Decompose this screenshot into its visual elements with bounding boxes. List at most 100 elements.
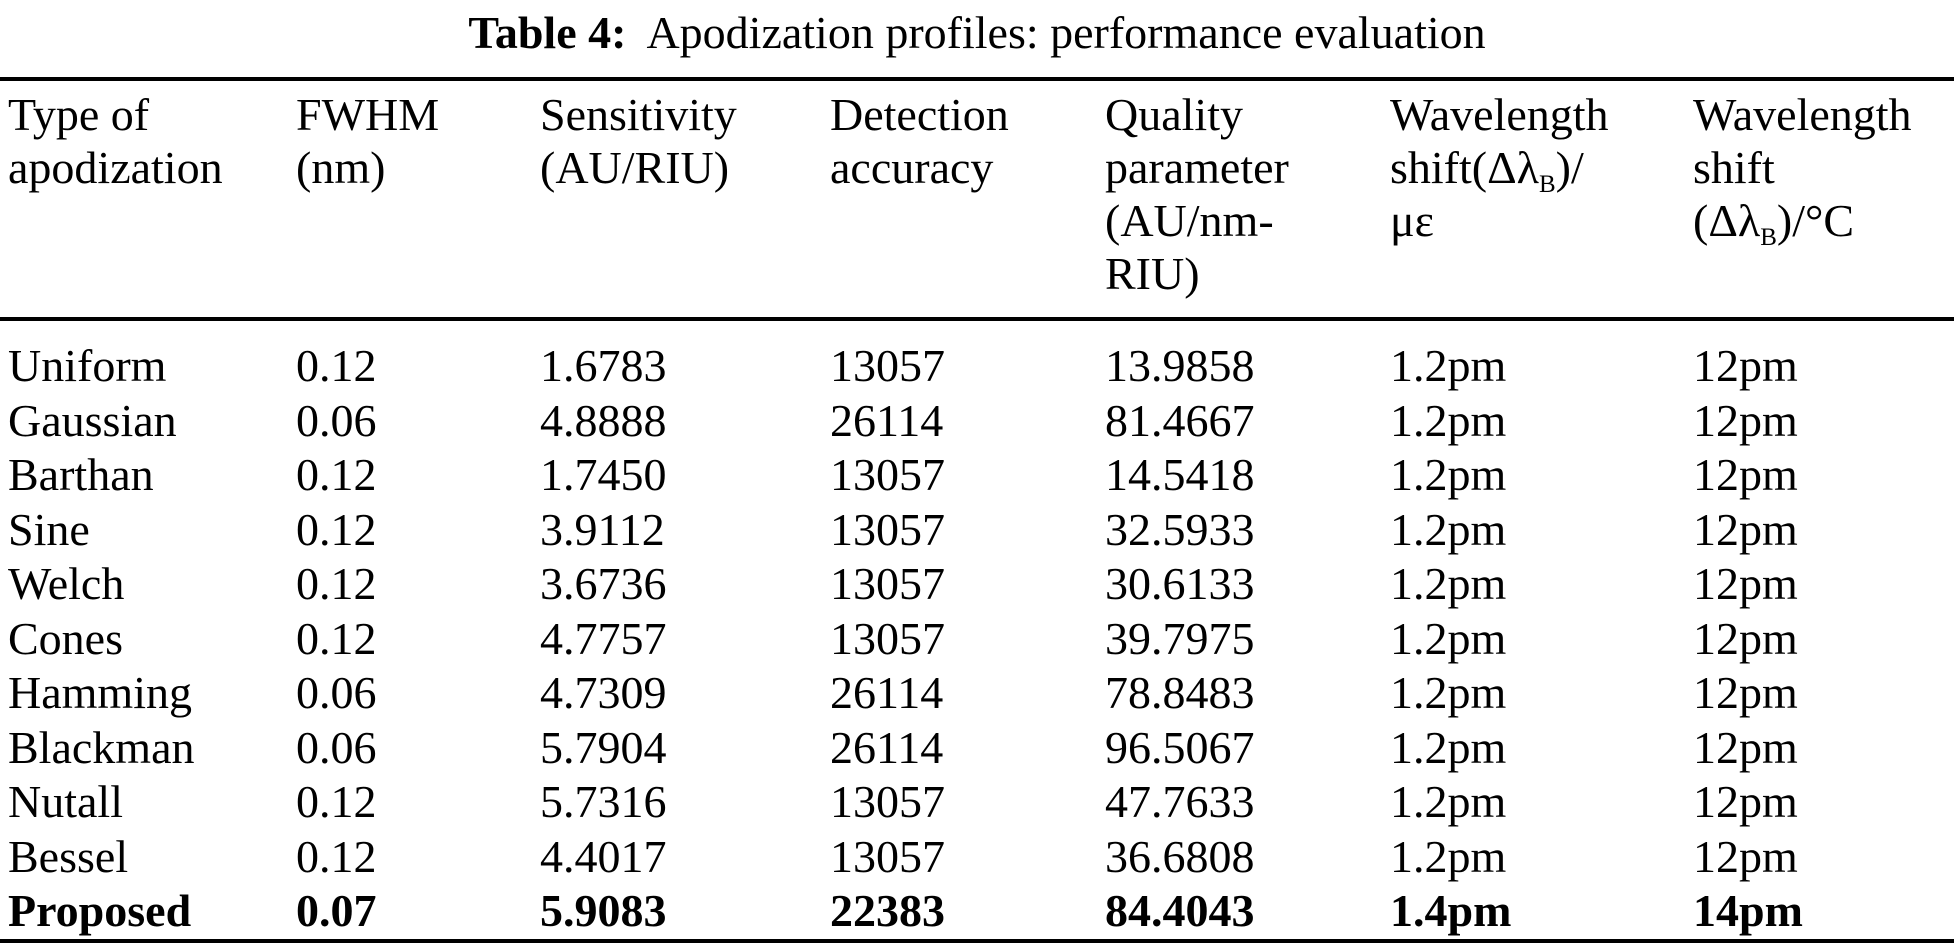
cell-sensitivity: 1.6783 bbox=[540, 340, 667, 391]
cell-wavelength-shift-strain: 1.2pm bbox=[1390, 612, 1507, 664]
column-header-type-of-apodization: Type of apodization bbox=[8, 89, 223, 193]
cell-detection-accuracy: 26114 bbox=[830, 394, 944, 446]
cell-type-of-apodization: Proposed bbox=[8, 885, 192, 936]
cell-wavelength-shift-temperature: 12pm bbox=[1693, 776, 1798, 827]
cell-wavelength-shift-temperature: 14pm bbox=[1693, 885, 1803, 936]
cell-wavelength-shift-strain: 1.2pm bbox=[1390, 449, 1507, 500]
table-row-uniform: Uniform 0.12 1.6783 13057 13.9858 1.2pm 12pm bbox=[8, 339, 1954, 394]
cell-wavelength-shift-strain: 1.2pm bbox=[1390, 776, 1507, 827]
cell-wavelength-shift-temperature: 12pm bbox=[1693, 667, 1798, 718]
table-body: Uniform 0.12 1.6783 13057 13.9858 1.2pm 12pm Ga… bbox=[0, 321, 1954, 939]
cell-detection-accuracy: 13057 bbox=[830, 558, 945, 609]
table-caption: Table 4: Apodization profiles: performanc… bbox=[0, 0, 1954, 77]
table-caption-title: Apodization profiles: performance evalua… bbox=[646, 7, 1486, 58]
cell-wavelength-shift-strain: 1.2pm bbox=[1390, 558, 1507, 609]
cell-fwhm: 0.12 bbox=[296, 449, 377, 500]
cell-fwhm: 0.12 bbox=[296, 612, 377, 664]
cell-fwhm: 0.06 bbox=[296, 667, 377, 718]
cell-wavelength-shift-temperature: 12pm bbox=[1693, 340, 1798, 391]
cell-detection-accuracy: 13057 bbox=[830, 830, 945, 882]
table-row-proposed: Proposed 0.07 5.9083 22383 84.4043 1.4pm 14pm bbox=[8, 884, 1954, 939]
table-header-row: Type of apodization FWHM (nm) Sensitivity (AU… bbox=[0, 81, 1954, 317]
table-row-welch: Welch 0.12 3.6736 13057 30.6133 1.2pm 12pm bbox=[8, 557, 1954, 612]
column-header-fwhm: FWHM (nm) bbox=[296, 89, 440, 193]
table-row-nutall: Nutall 0.12 5.7316 13057 47.7633 1.2pm 12pm bbox=[8, 775, 1954, 830]
cell-quality-parameter: 14.5418 bbox=[1105, 449, 1255, 500]
cell-sensitivity: 4.4017 bbox=[540, 830, 667, 882]
cell-type-of-apodization: Uniform bbox=[8, 340, 167, 391]
cell-sensitivity: 3.9112 bbox=[540, 503, 665, 555]
cell-sensitivity: 5.9083 bbox=[540, 885, 667, 936]
table-row-gaussian: Gaussian 0.06 4.8888 26114 81.4667 1.2pm 12pm bbox=[8, 394, 1954, 449]
cell-wavelength-shift-temperature: 12pm bbox=[1693, 558, 1798, 609]
table-row-hamming: Hamming 0.06 4.7309 26114 78.8483 1.2pm 12pm bbox=[8, 666, 1954, 721]
table-row-cones: Cones 0.12 4.7757 13057 39.7975 1.2pm 12pm bbox=[8, 612, 1954, 667]
table-row-barthan: Barthan 0.12 1.7450 13057 14.5418 1.2pm 12pm bbox=[8, 448, 1954, 503]
cell-fwhm: 0.06 bbox=[296, 721, 377, 773]
cell-quality-parameter: 96.5067 bbox=[1105, 721, 1255, 773]
cell-fwhm: 0.12 bbox=[296, 776, 377, 827]
cell-sensitivity: 5.7316 bbox=[540, 776, 667, 827]
cell-quality-parameter: 32.5933 bbox=[1105, 503, 1255, 555]
cell-wavelength-shift-strain: 1.2pm bbox=[1390, 667, 1507, 718]
cell-wavelength-shift-strain: 1.2pm bbox=[1390, 394, 1507, 446]
cell-detection-accuracy: 13057 bbox=[830, 503, 945, 555]
cell-detection-accuracy: 13057 bbox=[830, 449, 945, 500]
cell-fwhm: 0.12 bbox=[296, 558, 377, 609]
cell-wavelength-shift-temperature: 12pm bbox=[1693, 394, 1798, 446]
cell-type-of-apodization: Bessel bbox=[8, 830, 129, 882]
cell-quality-parameter: 30.6133 bbox=[1105, 558, 1255, 609]
cell-wavelength-shift-strain: 1.2pm bbox=[1390, 830, 1507, 882]
table-row-blackman: Blackman 0.06 5.7904 26114 96.5067 1.2pm 12pm bbox=[8, 721, 1954, 776]
cell-fwhm: 0.12 bbox=[296, 503, 377, 555]
cell-sensitivity: 1.7450 bbox=[540, 449, 667, 500]
cell-sensitivity: 3.6736 bbox=[540, 558, 667, 609]
cell-type-of-apodization: Sine bbox=[8, 503, 90, 555]
bragg-wavelength-subscript: B bbox=[1760, 224, 1777, 251]
cell-type-of-apodization: Cones bbox=[8, 612, 123, 664]
cell-quality-parameter: 13.9858 bbox=[1105, 340, 1255, 391]
table-top-rule bbox=[0, 77, 1954, 81]
cell-type-of-apodization: Welch bbox=[8, 558, 125, 609]
cell-wavelength-shift-temperature: 12pm bbox=[1693, 449, 1798, 500]
cell-type-of-apodization: Barthan bbox=[8, 449, 154, 500]
cell-wavelength-shift-strain: 1.2pm bbox=[1390, 340, 1507, 391]
cell-detection-accuracy: 26114 bbox=[830, 721, 944, 773]
cell-fwhm: 0.06 bbox=[296, 394, 377, 446]
cell-detection-accuracy: 13057 bbox=[830, 340, 945, 391]
column-header-wavelength-shift-strain: Wavelength shift(ΔλB)/με bbox=[1390, 89, 1609, 246]
cell-sensitivity: 4.7757 bbox=[540, 612, 667, 664]
cell-wavelength-shift-temperature: 12pm bbox=[1693, 503, 1798, 555]
cell-detection-accuracy: 13057 bbox=[830, 612, 945, 664]
cell-type-of-apodization: Nutall bbox=[8, 776, 123, 827]
cell-detection-accuracy: 22383 bbox=[830, 885, 945, 936]
cell-type-of-apodization: Hamming bbox=[8, 667, 192, 718]
column-header-quality-parameter: Quality parameter (AU/nm- RIU) bbox=[1105, 89, 1289, 299]
cell-detection-accuracy: 26114 bbox=[830, 667, 944, 718]
cell-wavelength-shift-temperature: 12pm bbox=[1693, 830, 1798, 882]
cell-fwhm: 0.12 bbox=[296, 830, 377, 882]
cell-type-of-apodization: Blackman bbox=[8, 721, 195, 773]
cell-detection-accuracy: 13057 bbox=[830, 776, 945, 827]
cell-quality-parameter: 84.4043 bbox=[1105, 885, 1255, 936]
cell-quality-parameter: 39.7975 bbox=[1105, 612, 1255, 664]
cell-sensitivity: 4.7309 bbox=[540, 667, 667, 718]
bragg-wavelength-subscript: B bbox=[1538, 171, 1556, 198]
cell-quality-parameter: 47.7633 bbox=[1105, 776, 1255, 827]
table-header-rule bbox=[0, 317, 1954, 321]
cell-quality-parameter: 36.6808 bbox=[1105, 830, 1255, 882]
cell-wavelength-shift-strain: 1.2pm bbox=[1390, 721, 1507, 773]
cell-wavelength-shift-temperature: 12pm bbox=[1693, 721, 1798, 773]
cell-type-of-apodization: Gaussian bbox=[8, 394, 177, 446]
cell-quality-parameter: 81.4667 bbox=[1105, 394, 1255, 446]
cell-sensitivity: 4.8888 bbox=[540, 394, 667, 446]
column-header-wavelength-shift-temperature: Wavelength shift (ΔλB)/°C bbox=[1693, 89, 1912, 251]
cell-fwhm: 0.12 bbox=[296, 340, 377, 391]
cell-fwhm: 0.07 bbox=[296, 885, 377, 936]
cell-wavelength-shift-strain: 1.4pm bbox=[1390, 885, 1512, 936]
cell-wavelength-shift-strain: 1.2pm bbox=[1390, 503, 1507, 555]
column-header-detection-accuracy: Detection accuracy bbox=[830, 89, 1009, 193]
table-row-bessel: Bessel 0.12 4.4017 13057 36.6808 1.2pm 12pm bbox=[8, 830, 1954, 885]
table-caption-number: Table 4: bbox=[468, 7, 627, 58]
